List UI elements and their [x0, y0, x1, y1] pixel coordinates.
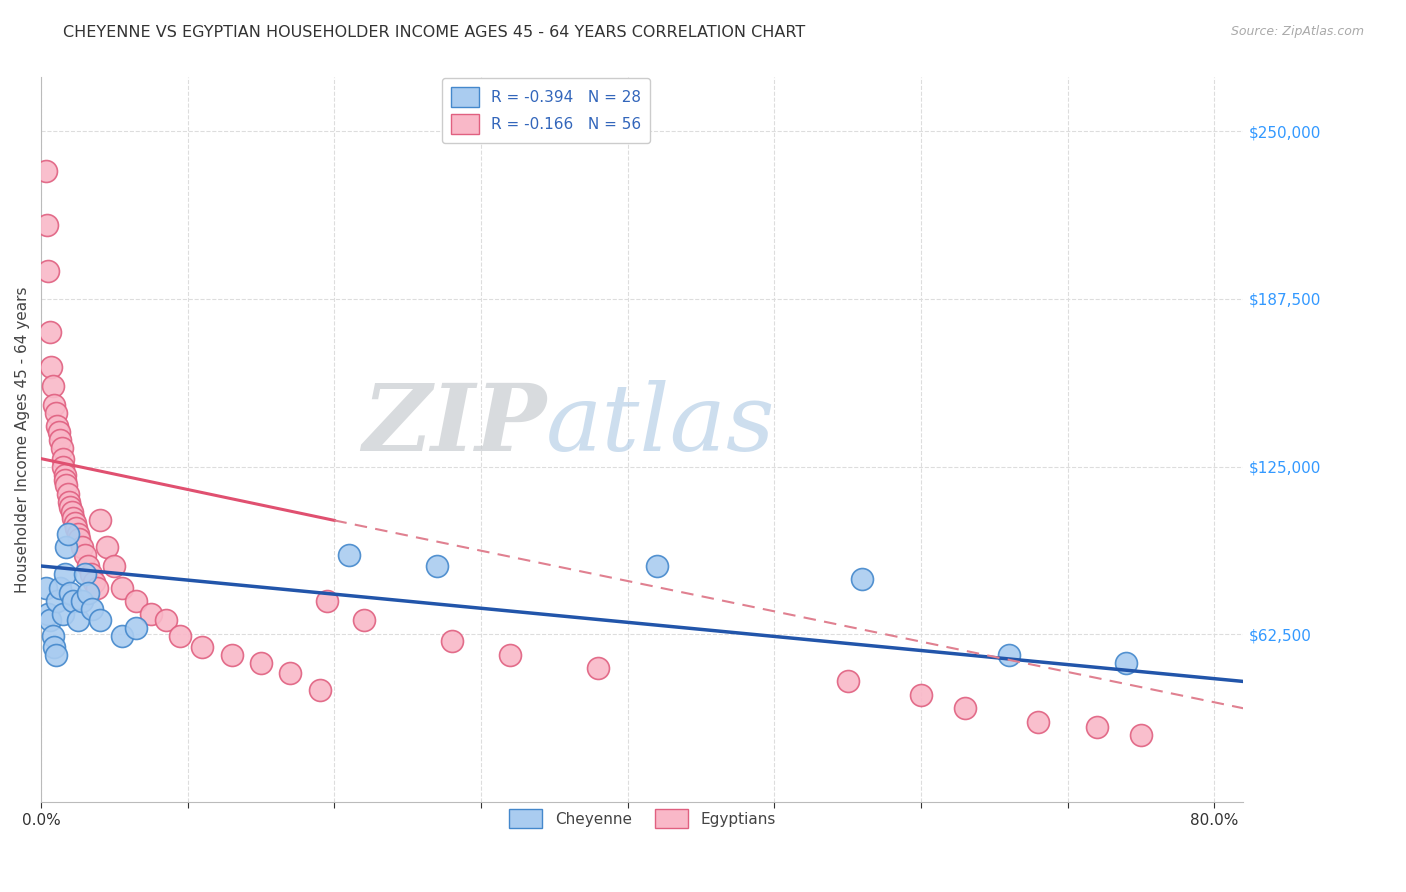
- Point: [1115, 656, 1137, 670]
- Legend: Cheyenne, Egyptians: Cheyenne, Egyptians: [503, 803, 782, 835]
- Point: [96, 540, 118, 554]
- Point: [56, 486, 79, 500]
- Point: [910, 688, 932, 702]
- Point: [111, 629, 134, 643]
- Point: [46, 419, 69, 434]
- Point: [45, 406, 67, 420]
- Point: [280, 666, 302, 681]
- Point: [440, 634, 463, 648]
- Point: [70, 540, 93, 554]
- Point: [65, 521, 87, 535]
- Point: [125, 594, 148, 608]
- Point: [70, 594, 93, 608]
- Point: [82, 602, 104, 616]
- Point: [51, 441, 73, 455]
- Point: [49, 433, 72, 447]
- Point: [111, 581, 134, 595]
- Point: [52, 459, 75, 474]
- Point: [42, 629, 65, 643]
- Point: [44, 640, 66, 654]
- Point: [103, 559, 125, 574]
- Point: [645, 559, 668, 574]
- Point: [49, 581, 72, 595]
- Point: [1026, 714, 1049, 729]
- Point: [41, 360, 63, 375]
- Point: [52, 451, 75, 466]
- Text: Source: ZipAtlas.com: Source: ZipAtlas.com: [1230, 25, 1364, 38]
- Point: [34, 581, 56, 595]
- Point: [46, 594, 69, 608]
- Point: [75, 549, 97, 563]
- Point: [58, 494, 80, 508]
- Text: ZIP: ZIP: [361, 380, 546, 470]
- Point: [48, 425, 70, 439]
- Point: [316, 594, 339, 608]
- Point: [53, 467, 76, 482]
- Point: [80, 567, 103, 582]
- Point: [60, 505, 83, 519]
- Point: [55, 540, 77, 554]
- Point: [75, 567, 97, 582]
- Point: [38, 613, 60, 627]
- Point: [37, 607, 59, 622]
- Point: [59, 586, 82, 600]
- Point: [66, 526, 89, 541]
- Text: atlas: atlas: [546, 380, 776, 470]
- Point: [125, 621, 148, 635]
- Text: CHEYENNE VS EGYPTIAN HOUSEHOLDER INCOME AGES 45 - 64 YEARS CORRELATION CHART: CHEYENNE VS EGYPTIAN HOUSEHOLDER INCOME …: [63, 25, 806, 40]
- Point: [77, 559, 100, 574]
- Point: [37, 264, 59, 278]
- Point: [55, 478, 77, 492]
- Point: [38, 326, 60, 340]
- Point: [34, 164, 56, 178]
- Point: [42, 379, 65, 393]
- Point: [337, 549, 360, 563]
- Point: [588, 661, 610, 675]
- Point: [62, 510, 84, 524]
- Point: [66, 613, 89, 627]
- Point: [89, 513, 111, 527]
- Point: [1085, 720, 1108, 734]
- Point: [837, 674, 859, 689]
- Point: [221, 648, 243, 662]
- Point: [86, 581, 108, 595]
- Point: [169, 629, 191, 643]
- Point: [308, 682, 330, 697]
- Point: [89, 613, 111, 627]
- Point: [56, 526, 79, 541]
- Point: [250, 656, 273, 670]
- Point: [155, 613, 177, 627]
- Point: [353, 613, 375, 627]
- Point: [426, 559, 449, 574]
- Point: [139, 607, 162, 622]
- Point: [62, 594, 84, 608]
- Point: [851, 573, 873, 587]
- Point: [45, 648, 67, 662]
- Point: [53, 567, 76, 582]
- Point: [67, 532, 90, 546]
- Y-axis label: Householder Income Ages 45 - 64 years: Householder Income Ages 45 - 64 years: [15, 286, 30, 593]
- Point: [499, 648, 522, 662]
- Point: [998, 648, 1021, 662]
- Point: [52, 607, 75, 622]
- Point: [953, 701, 976, 715]
- Point: [77, 586, 100, 600]
- Point: [53, 473, 76, 487]
- Point: [1129, 728, 1152, 742]
- Point: [191, 640, 214, 654]
- Point: [83, 575, 105, 590]
- Point: [63, 516, 86, 530]
- Point: [59, 500, 82, 514]
- Point: [35, 218, 58, 232]
- Point: [44, 398, 66, 412]
